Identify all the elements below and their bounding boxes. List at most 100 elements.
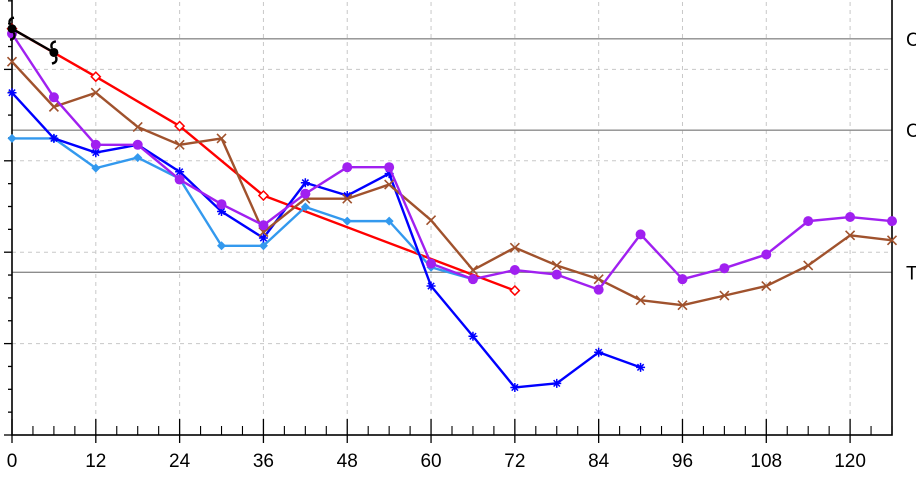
circle-marker bbox=[509, 265, 520, 276]
x-marker bbox=[509, 242, 520, 253]
x-tick-label: 36 bbox=[253, 451, 274, 472]
star-marker bbox=[552, 378, 562, 388]
circle-marker bbox=[342, 162, 353, 173]
circle-marker bbox=[300, 188, 311, 199]
circle-marker bbox=[803, 216, 814, 227]
open-diamond-marker bbox=[174, 120, 186, 132]
star-marker bbox=[384, 169, 394, 179]
star-marker bbox=[510, 382, 520, 392]
hurricane-marker-arm bbox=[8, 16, 16, 41]
threshold-label: T bbox=[906, 263, 916, 284]
x-marker bbox=[677, 300, 688, 311]
x-tick-label: 96 bbox=[672, 451, 693, 472]
threshold-labels: CCCT bbox=[906, 30, 916, 285]
x-marker bbox=[48, 101, 59, 112]
circle-marker bbox=[719, 263, 730, 274]
series-line bbox=[12, 137, 474, 281]
x-tick-label: 72 bbox=[504, 451, 525, 472]
star-marker bbox=[594, 347, 604, 357]
threshold-label: C bbox=[906, 121, 916, 142]
series-3 bbox=[7, 133, 478, 284]
x-marker bbox=[719, 290, 730, 301]
x-marker bbox=[216, 133, 227, 144]
series-layer bbox=[6, 16, 898, 392]
x-marker bbox=[761, 280, 772, 292]
x-marker bbox=[635, 295, 646, 306]
circle-marker bbox=[761, 249, 772, 260]
plot-frame bbox=[11, 0, 893, 436]
circle-marker bbox=[887, 216, 897, 227]
x-tick-label: 84 bbox=[588, 451, 610, 472]
circle-marker bbox=[258, 220, 269, 231]
hurricane-marker bbox=[7, 24, 17, 34]
x-marker bbox=[845, 230, 856, 241]
diamond-marker bbox=[91, 163, 101, 173]
x-tick-label: 108 bbox=[750, 451, 782, 472]
diamond-marker bbox=[384, 216, 394, 226]
x-axis-ticks: 0 12 24 36 48 60 72 84 96 108 120 bbox=[7, 419, 893, 472]
circle-marker bbox=[845, 212, 856, 223]
star-marker bbox=[258, 233, 268, 243]
diamond-marker bbox=[217, 241, 227, 251]
x-tick-label: 0 bbox=[7, 451, 18, 472]
diamond-marker bbox=[342, 216, 352, 226]
diamond-marker bbox=[258, 241, 268, 251]
star-marker bbox=[300, 178, 310, 188]
x-marker bbox=[342, 193, 353, 204]
circle-marker bbox=[677, 274, 688, 285]
diamond-marker bbox=[133, 153, 143, 163]
x-tick-label: 60 bbox=[420, 451, 441, 472]
open-diamond-marker bbox=[90, 71, 102, 83]
x-marker bbox=[132, 121, 143, 133]
star-marker bbox=[49, 133, 59, 143]
circle-marker bbox=[551, 269, 562, 280]
open-diamond-marker bbox=[509, 285, 521, 297]
circle-marker bbox=[216, 199, 227, 210]
x-marker bbox=[384, 179, 395, 190]
star-marker bbox=[426, 281, 436, 291]
x-marker bbox=[803, 260, 814, 271]
series-line bbox=[11, 60, 893, 307]
series-0 bbox=[7, 16, 59, 65]
star-marker bbox=[91, 148, 101, 158]
series-4 bbox=[7, 28, 897, 295]
circle-marker bbox=[384, 162, 395, 173]
diamond-marker bbox=[7, 133, 17, 143]
star-marker bbox=[636, 362, 646, 372]
x-tick-label: 120 bbox=[834, 451, 866, 472]
star-marker bbox=[342, 191, 352, 201]
open-diamond-marker bbox=[257, 189, 269, 202]
x-marker bbox=[90, 87, 101, 98]
series-2 bbox=[7, 88, 646, 392]
circle-marker bbox=[132, 139, 143, 150]
circle-marker bbox=[635, 229, 646, 240]
circle-marker bbox=[174, 174, 185, 185]
star-marker bbox=[175, 167, 185, 177]
series-line bbox=[10, 33, 893, 291]
circle-marker bbox=[90, 139, 101, 150]
circle-marker bbox=[426, 258, 437, 269]
x-marker bbox=[593, 274, 604, 285]
threshold-label: C bbox=[906, 30, 916, 51]
x-marker bbox=[551, 260, 562, 271]
x-tick-label: 48 bbox=[337, 451, 358, 472]
circle-marker bbox=[593, 284, 604, 295]
circle-marker bbox=[467, 274, 478, 285]
series-line bbox=[11, 27, 55, 54]
series-5 bbox=[6, 56, 898, 311]
star-marker bbox=[468, 331, 478, 341]
x-marker bbox=[886, 235, 898, 246]
series-line bbox=[11, 91, 641, 389]
star-marker bbox=[217, 207, 227, 217]
x-tick-label: 12 bbox=[85, 451, 106, 472]
gridlines bbox=[11, 0, 892, 435]
threshold-lines bbox=[12, 38, 892, 274]
diamond-marker bbox=[300, 202, 310, 212]
x-marker bbox=[425, 215, 437, 226]
circle-marker bbox=[48, 92, 59, 103]
hurricane-marker bbox=[49, 47, 59, 57]
x-tick-label: 24 bbox=[169, 451, 191, 472]
x-marker bbox=[6, 56, 18, 67]
hurricane-marker-arm bbox=[50, 40, 58, 65]
